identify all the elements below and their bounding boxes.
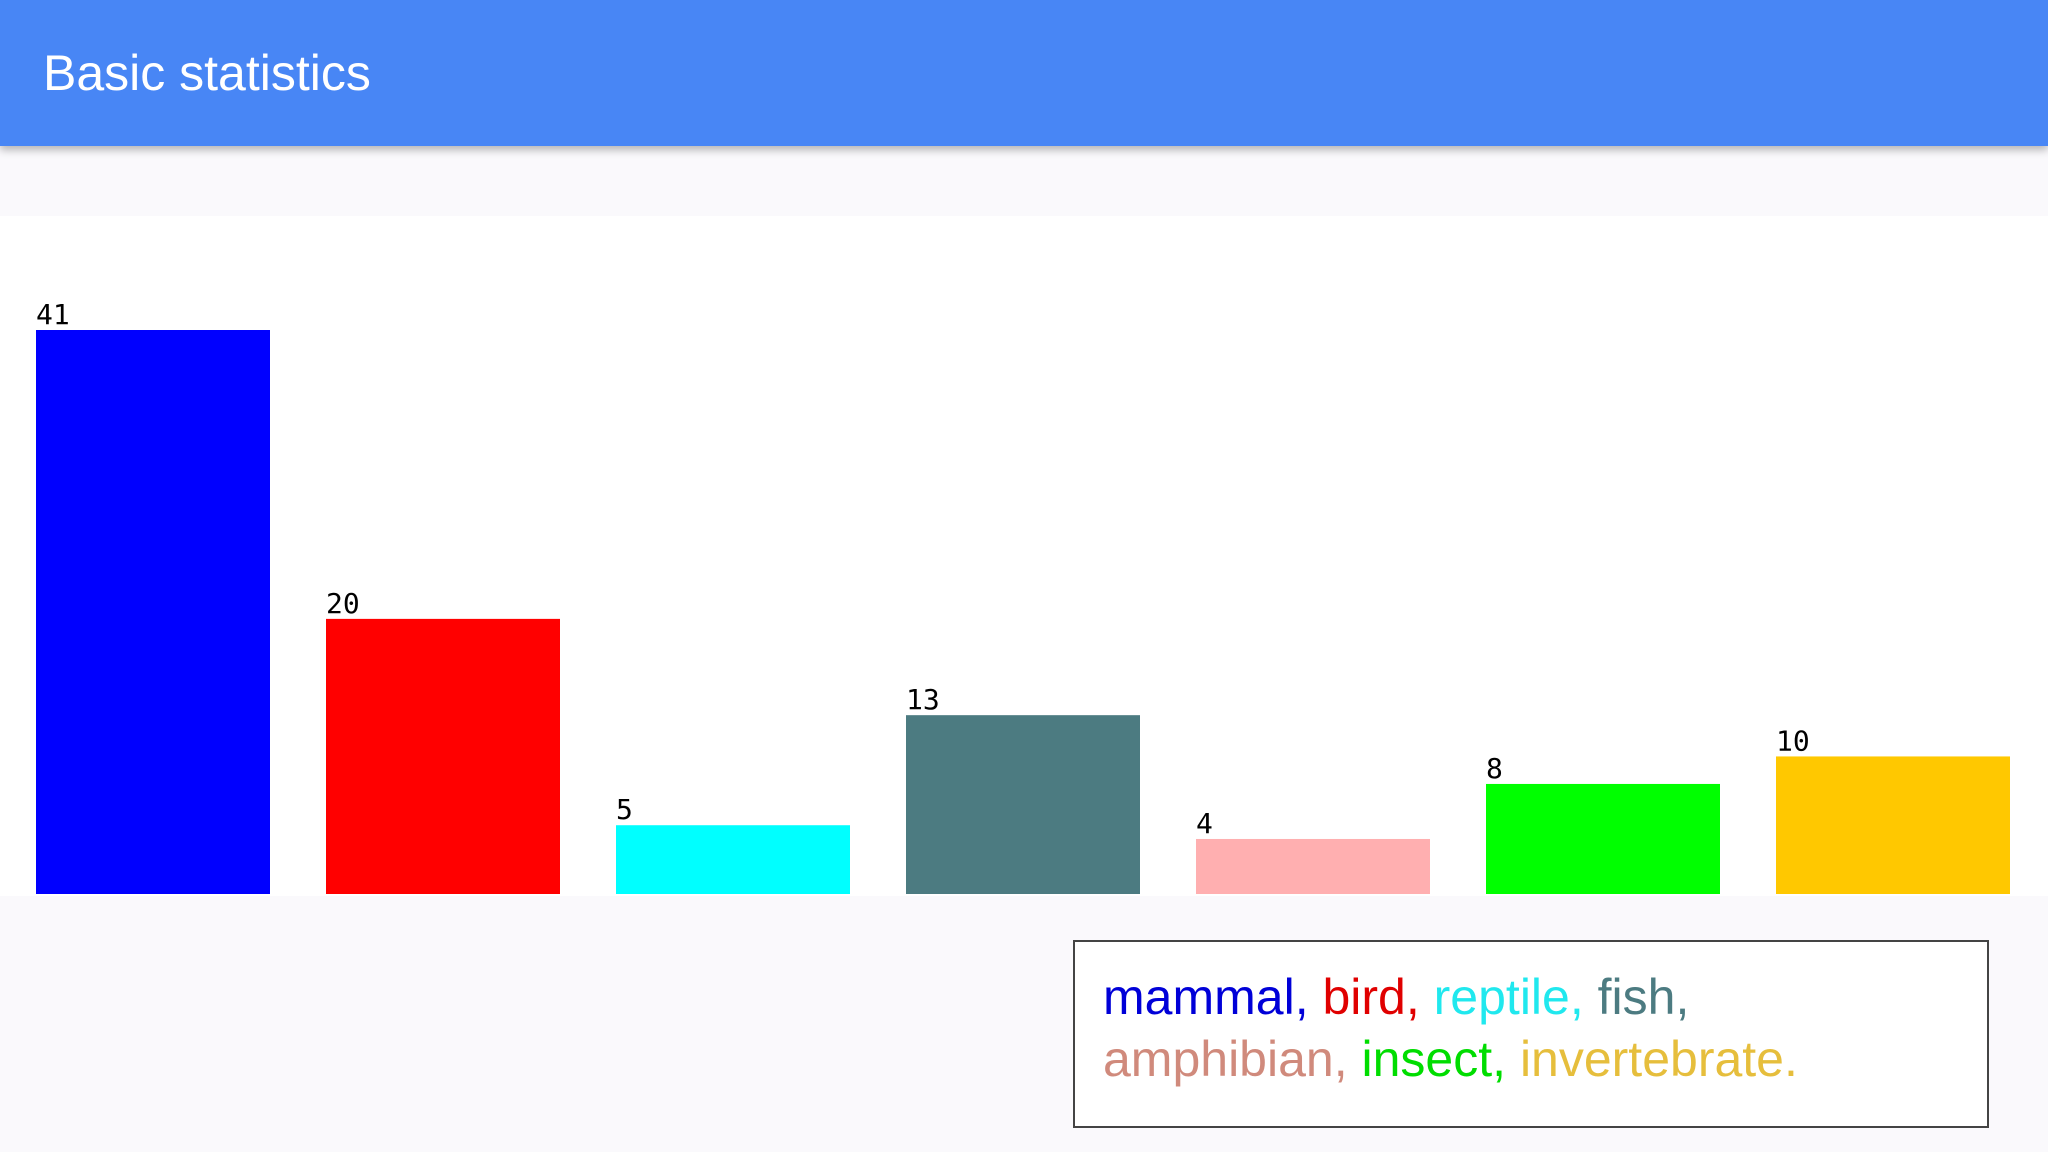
legend-entry: , bbox=[1675, 969, 1690, 1025]
legend-entry: , bbox=[1569, 969, 1598, 1025]
chart-legend: mammal, bird, reptile, fish, amphibian, i… bbox=[1073, 940, 1989, 1128]
bar-mammal bbox=[36, 330, 270, 894]
legend-line: mammal, bird, reptile, fish, bbox=[1103, 966, 1798, 1028]
value-label-amphibian: 4 bbox=[1196, 807, 1213, 840]
bar-reptile bbox=[616, 825, 850, 894]
legend-entry: bird bbox=[1322, 969, 1406, 1025]
legend-entry: , bbox=[1492, 1031, 1520, 1087]
value-label-reptile: 5 bbox=[616, 793, 633, 826]
legend-entry: amphibian bbox=[1103, 1031, 1334, 1087]
legend-entry: mammal bbox=[1103, 969, 1295, 1025]
bar-invertebrate bbox=[1776, 756, 2010, 894]
legend-line: amphibian, insect, invertebrate. bbox=[1103, 1028, 1798, 1090]
bar-chart: 41 20 5 13 4 8 10 bbox=[0, 216, 2048, 896]
value-label-insect: 8 bbox=[1486, 752, 1503, 785]
bar-bird bbox=[326, 618, 560, 894]
legend-text: mammal, bird, reptile, fish, amphibian, i… bbox=[1103, 966, 1798, 1090]
app-bar: Basic statistics bbox=[0, 0, 2048, 146]
legend-entry: fish bbox=[1597, 969, 1676, 1025]
bar-insect bbox=[1486, 783, 1720, 894]
legend-entry: invertebrate bbox=[1519, 1031, 1784, 1087]
value-label-fish: 13 bbox=[906, 683, 940, 716]
legend-entry: , bbox=[1333, 1031, 1362, 1087]
bar-chart-svg: 41 20 5 13 4 8 10 bbox=[36, 298, 2010, 894]
value-label-bird: 20 bbox=[326, 587, 360, 620]
legend-entry: reptile bbox=[1433, 969, 1570, 1025]
page-title: Basic statistics bbox=[43, 45, 371, 101]
legend-entry: , bbox=[1294, 969, 1323, 1025]
value-label-invertebrate: 10 bbox=[1776, 724, 1810, 757]
value-label-mammal: 41 bbox=[36, 298, 70, 331]
legend-entry: insect bbox=[1361, 1031, 1493, 1087]
bar-fish bbox=[906, 715, 1140, 894]
legend-entry: . bbox=[1783, 1031, 1798, 1087]
legend-entry: , bbox=[1405, 969, 1434, 1025]
bar-amphibian bbox=[1196, 838, 1430, 894]
